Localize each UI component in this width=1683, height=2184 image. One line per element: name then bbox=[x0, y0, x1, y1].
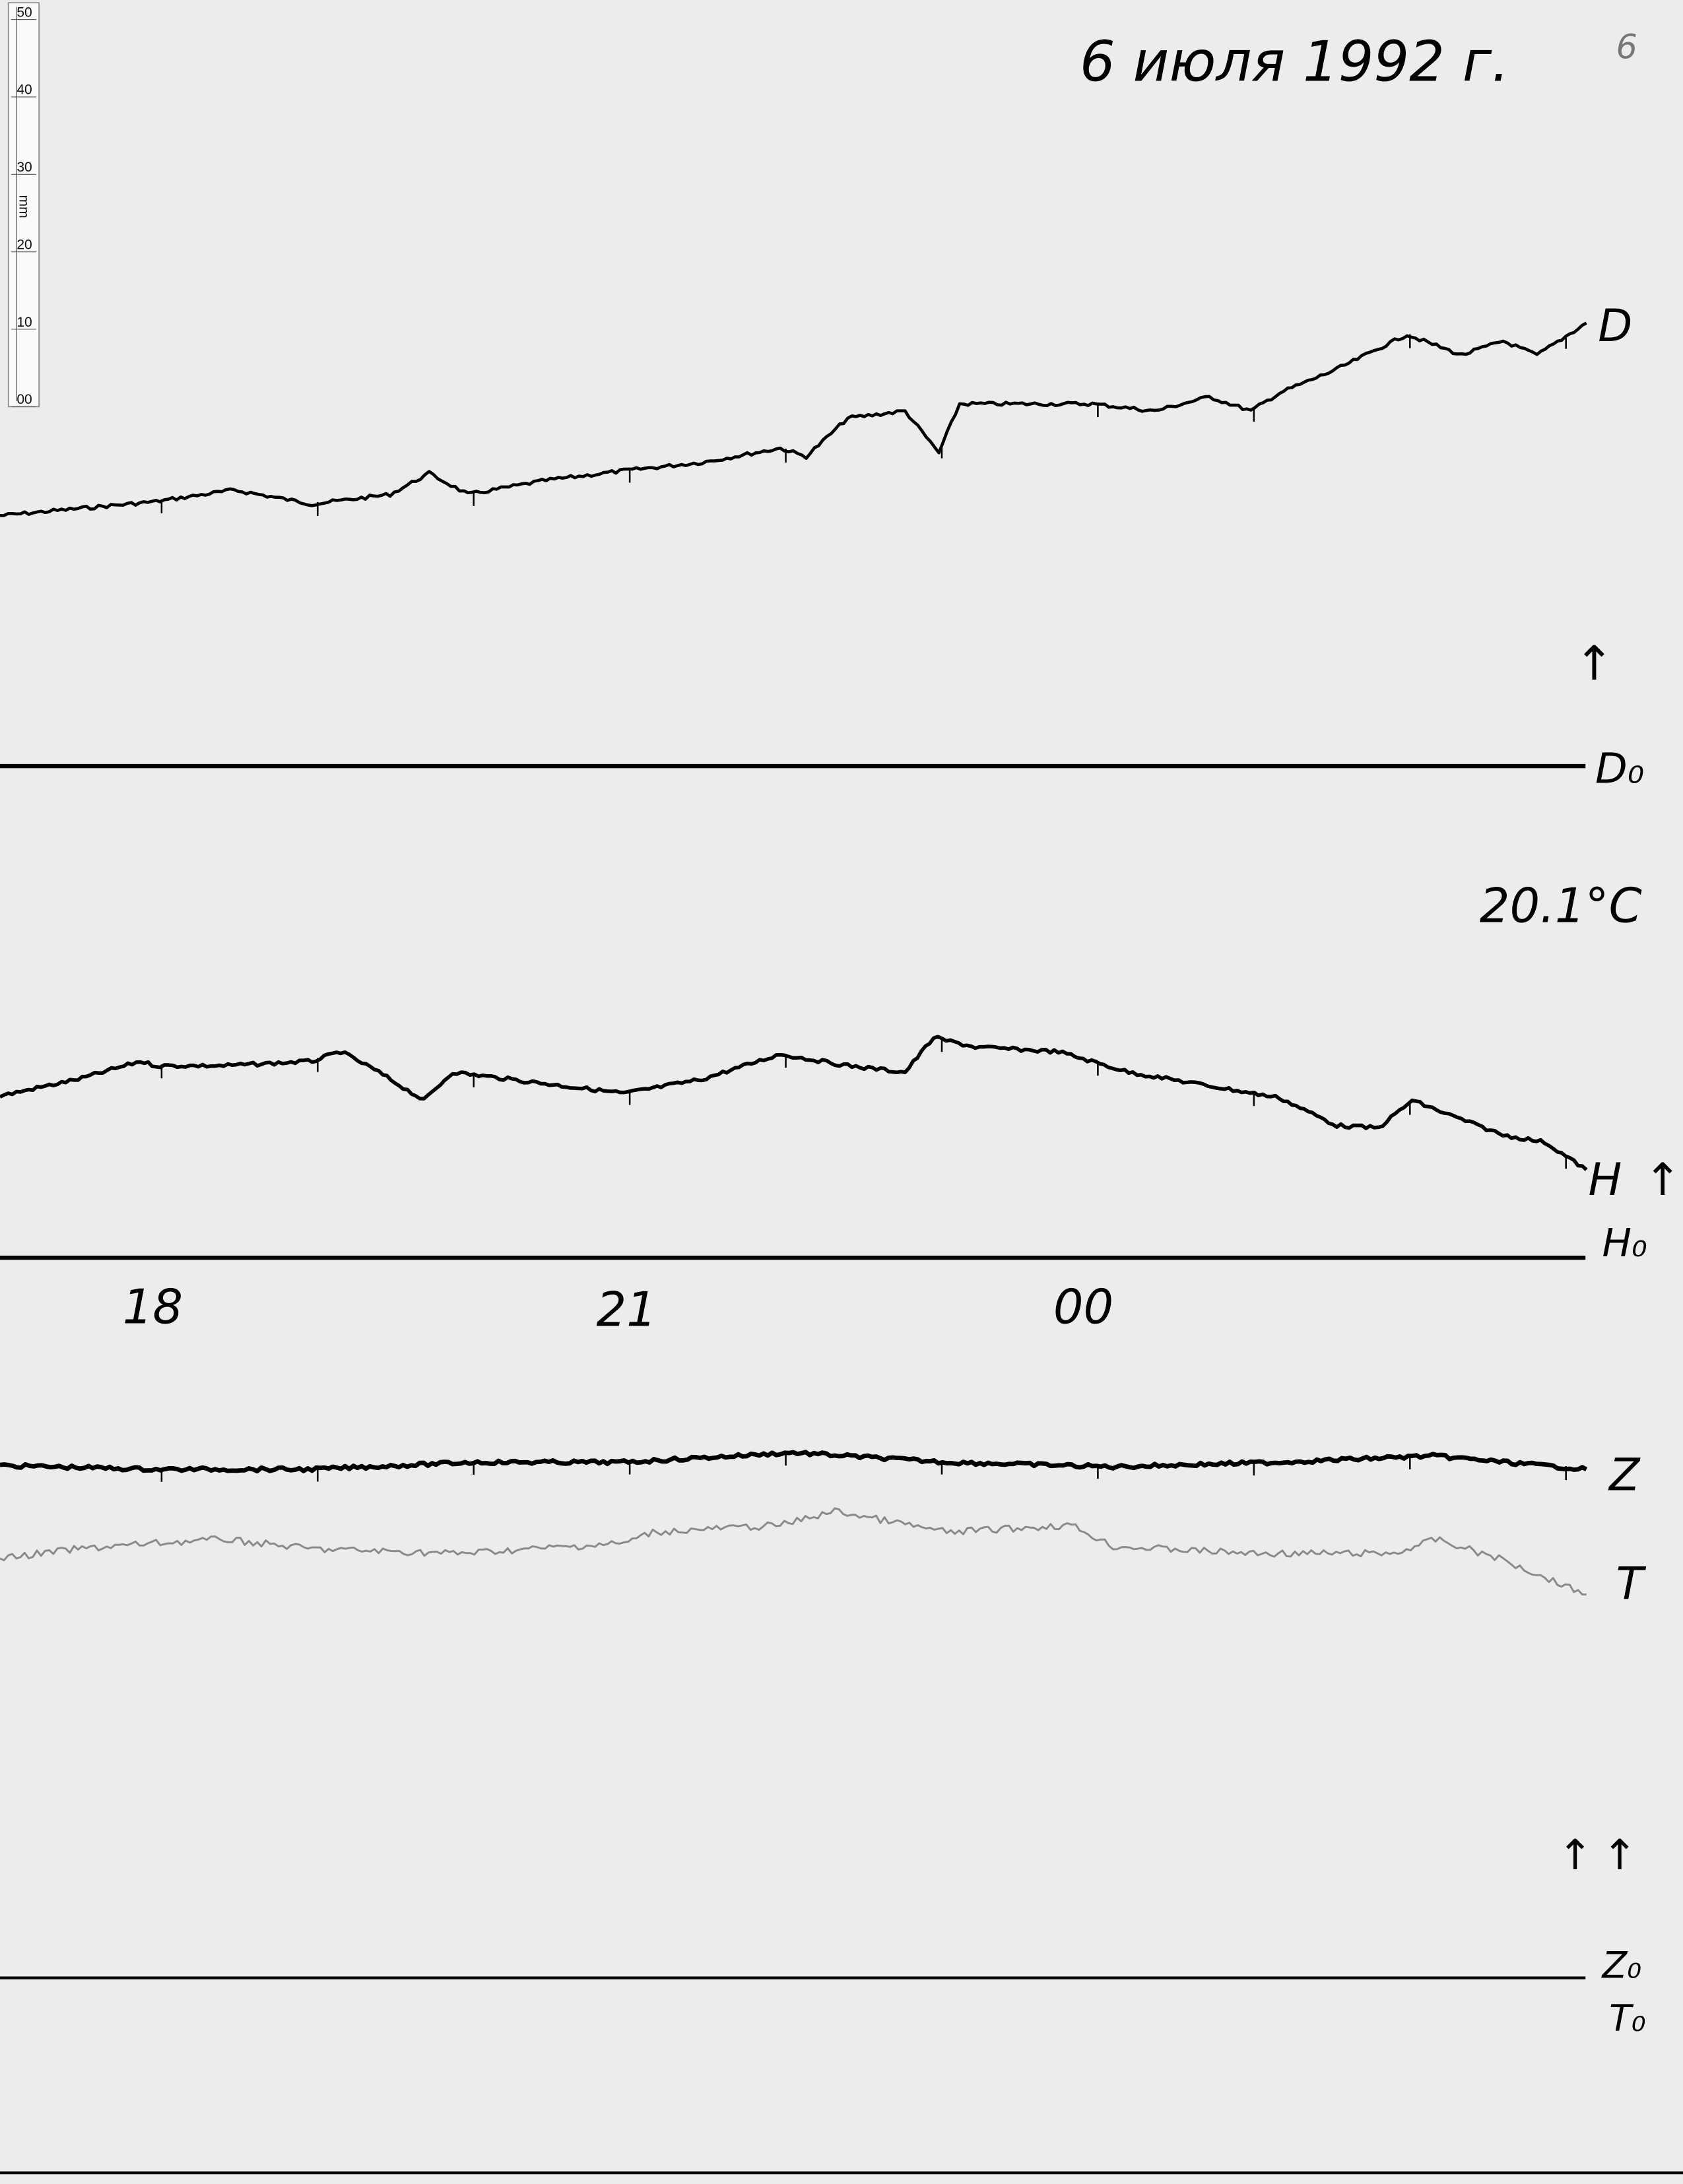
z-arrow-icon: ↑ bbox=[1558, 1830, 1593, 1879]
d-arrow-icon: ↑ bbox=[1574, 635, 1614, 691]
ruler-tick-label: 30 bbox=[16, 160, 32, 175]
time-tick-18: 18 bbox=[123, 1279, 183, 1334]
ruler-unit: mm bbox=[16, 195, 32, 218]
z-label: Z bbox=[1608, 1449, 1641, 1501]
d0-label: D₀ bbox=[1595, 744, 1644, 792]
trace-z bbox=[0, 1450, 1588, 1473]
temperature-label: 20.1°C bbox=[1480, 878, 1642, 933]
t-arrow-icon: ↑ bbox=[1602, 1830, 1637, 1879]
h-arrow-icon: ↑ bbox=[1644, 1153, 1682, 1205]
z0-label: Z₀ bbox=[1601, 1944, 1642, 1987]
ruler-tick-label: 10 bbox=[16, 315, 32, 330]
ruler-tick-label: 00 bbox=[16, 392, 32, 407]
d-label: D bbox=[1598, 300, 1632, 352]
ruler-tick-label: 20 bbox=[16, 237, 32, 252]
h-label: H bbox=[1588, 1153, 1622, 1205]
time-tick-00: 00 bbox=[1053, 1279, 1113, 1334]
time-tick-21: 21 bbox=[596, 1282, 656, 1337]
trace-d bbox=[0, 321, 1587, 517]
page-number: 6 bbox=[1616, 28, 1637, 67]
t-label: T bbox=[1616, 1557, 1647, 1609]
mm-ruler: 50 40 30 20 10 00 mm bbox=[7, 2, 40, 408]
trace-h bbox=[0, 1035, 1588, 1171]
trace-t bbox=[0, 1507, 1587, 1596]
t0-label: T₀ bbox=[1609, 1997, 1646, 2039]
h0-label: H₀ bbox=[1602, 1220, 1647, 1266]
ruler-tick-label: 50 bbox=[16, 5, 32, 20]
chart-title: 6 июля 1992 г. bbox=[1080, 29, 1509, 94]
ruler-tick-label: 40 bbox=[16, 82, 32, 98]
